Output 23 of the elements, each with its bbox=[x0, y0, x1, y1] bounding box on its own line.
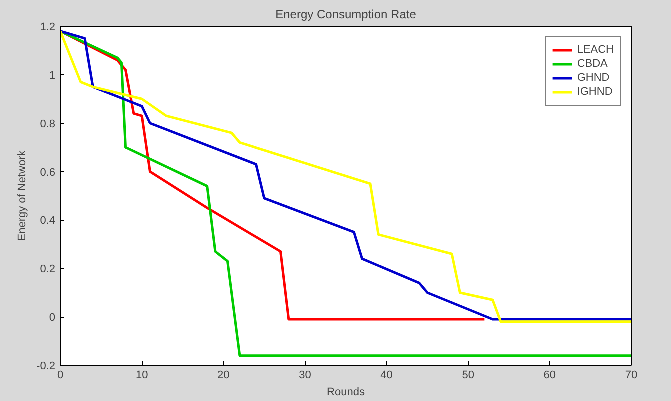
chart-title: Energy Consumption Rate bbox=[276, 8, 417, 22]
y-axis-title: Energy of Network bbox=[16, 150, 29, 242]
legend-label: GHND bbox=[577, 71, 610, 85]
legend-label: LEACH bbox=[577, 43, 614, 57]
y-tick-label: 0.6 bbox=[40, 166, 56, 179]
y-tick-label: 0.2 bbox=[40, 264, 56, 276]
legend-label: CBDA bbox=[577, 57, 608, 71]
x-tick-label: 30 bbox=[299, 370, 312, 382]
y-tick-label: 0 bbox=[49, 312, 56, 324]
y-tick-label: 1.2 bbox=[40, 22, 56, 34]
y-tick-label: 0.4 bbox=[40, 215, 56, 228]
x-tick-label: 0 bbox=[57, 370, 64, 382]
x-axis-title: Rounds bbox=[327, 386, 366, 398]
legend-label: IGHND bbox=[577, 85, 613, 99]
x-tick-label: 10 bbox=[136, 370, 148, 382]
x-tick-label: 40 bbox=[380, 370, 393, 382]
x-tick-label: 60 bbox=[544, 370, 556, 382]
x-tick-label: 20 bbox=[218, 370, 230, 382]
y-tick-label: -0.2 bbox=[36, 360, 56, 372]
y-tick-label: 1 bbox=[49, 70, 56, 82]
x-tick-label: 70 bbox=[625, 370, 638, 382]
x-tick-label: 50 bbox=[462, 370, 474, 382]
y-tick-label: 0.8 bbox=[40, 118, 56, 130]
